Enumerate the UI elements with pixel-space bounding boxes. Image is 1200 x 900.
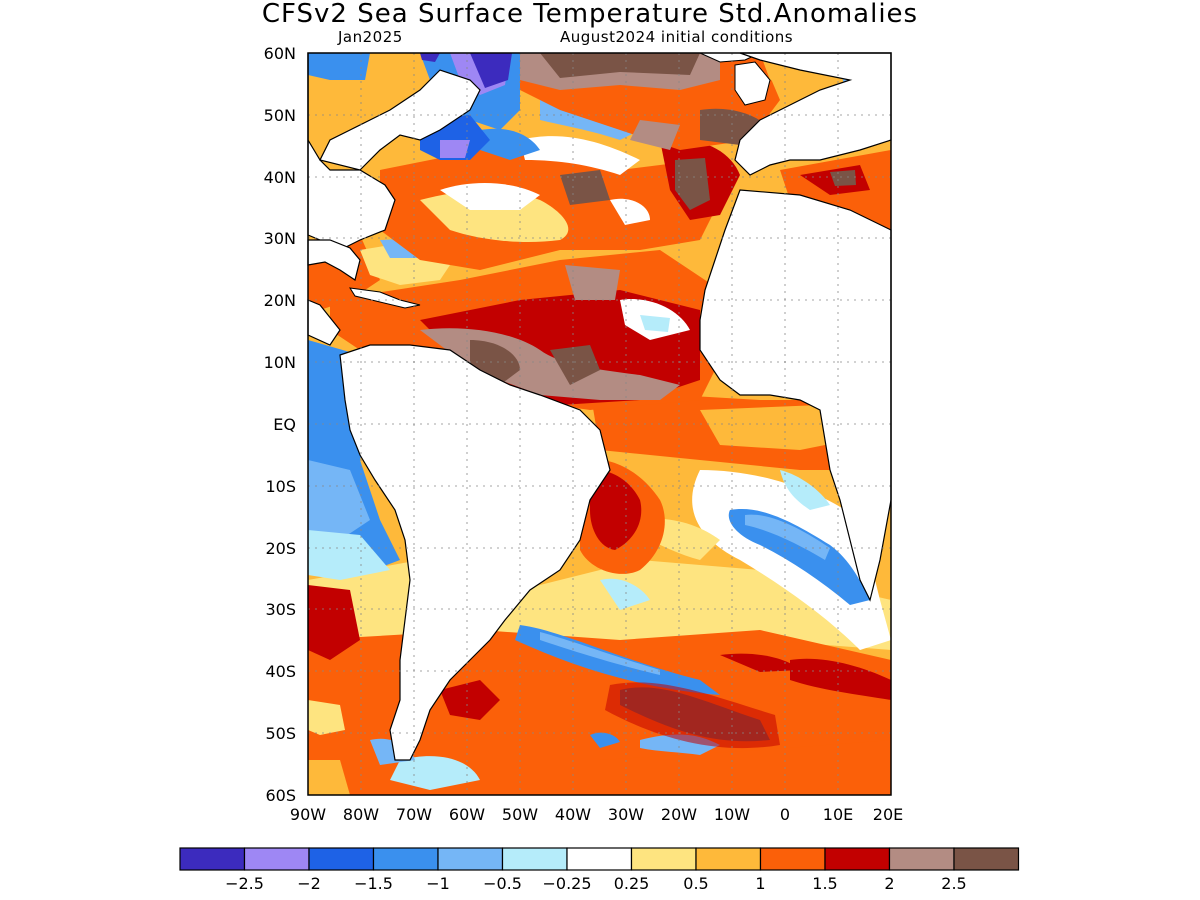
- lon-label: 80W: [343, 805, 379, 824]
- lon-label: 50W: [502, 805, 538, 824]
- colorbar-label: 0.25: [614, 874, 650, 893]
- colorbar-swatch: [437, 847, 504, 871]
- colorbar-swatch: [501, 847, 568, 871]
- colorbar-swatch: [824, 847, 891, 871]
- lat-label: 30N: [264, 229, 296, 248]
- lon-label: 10E: [823, 805, 853, 824]
- colorbar-label: −2.5: [225, 874, 264, 893]
- lat-label: 20S: [265, 539, 296, 558]
- colorbar-label: −1: [426, 874, 450, 893]
- colorbar-label: 0.5: [683, 874, 708, 893]
- colorbar-label: −2: [297, 874, 321, 893]
- grid-lines: [308, 53, 891, 795]
- lon-label: 0: [780, 805, 790, 824]
- lat-label: EQ: [273, 415, 296, 434]
- lat-label: 20N: [264, 291, 296, 310]
- lat-label: 40S: [265, 662, 296, 681]
- colorbar-label: −0.5: [483, 874, 522, 893]
- lat-label: 50S: [265, 724, 296, 743]
- lat-label: 30S: [265, 600, 296, 619]
- colorbar-swatch: [372, 847, 439, 871]
- colorbar-swatch: [243, 847, 310, 871]
- lon-label: 60W: [449, 805, 485, 824]
- initial-conditions: August2024 initial conditions: [560, 28, 794, 46]
- continents: [307, 52, 892, 761]
- colorbar-label: 1.5: [812, 874, 837, 893]
- lat-label: 60N: [264, 44, 296, 63]
- colorbar-swatch: [695, 847, 762, 871]
- lon-label: 20W: [661, 805, 697, 824]
- lat-label: 50N: [264, 106, 296, 125]
- colorbar-swatch: [888, 847, 955, 871]
- latitude-labels: 60N 50N 40N 30N 20N 10N EQ 10S 20S 30S 4…: [264, 44, 296, 805]
- colorbar: −2.5 −2 −1.5 −1 −0.5 −0.25 0.25 0.5 1 1.5 2 2.5: [179, 847, 1020, 893]
- lat-label: 60S: [265, 786, 296, 805]
- lon-label: 90W: [290, 805, 326, 824]
- lon-label: 40W: [555, 805, 591, 824]
- colorbar-label: −1.5: [354, 874, 393, 893]
- chart-title: CFSv2 Sea Surface Temperature Std.Anomal…: [261, 0, 919, 29]
- longitude-labels: 90W 80W 70W 60W 50W 40W 30W 20W 10W 0 10…: [290, 805, 903, 824]
- lon-label: 10W: [714, 805, 750, 824]
- colorbar-label: −0.25: [542, 874, 591, 893]
- colorbar-swatch: [308, 847, 375, 871]
- colorbar-swatch: [759, 847, 826, 871]
- lon-label: 30W: [608, 805, 644, 824]
- colorbar-label: 2: [884, 874, 894, 893]
- colorbar-swatch: [566, 847, 633, 871]
- lon-label: 70W: [396, 805, 432, 824]
- lat-label: 10S: [265, 477, 296, 496]
- lat-label: 40N: [264, 168, 296, 187]
- lat-label: 10N: [264, 353, 296, 372]
- forecast-month: Jan2025: [338, 28, 403, 46]
- colorbar-swatch: [630, 847, 697, 871]
- colorbar-label: 2.5: [941, 874, 966, 893]
- colorbar-label: 1: [755, 874, 765, 893]
- colorbar-swatch: [953, 847, 1020, 871]
- plot-frame: [307, 52, 892, 796]
- lon-label: 20E: [873, 805, 903, 824]
- colorbar-swatch: [179, 847, 246, 871]
